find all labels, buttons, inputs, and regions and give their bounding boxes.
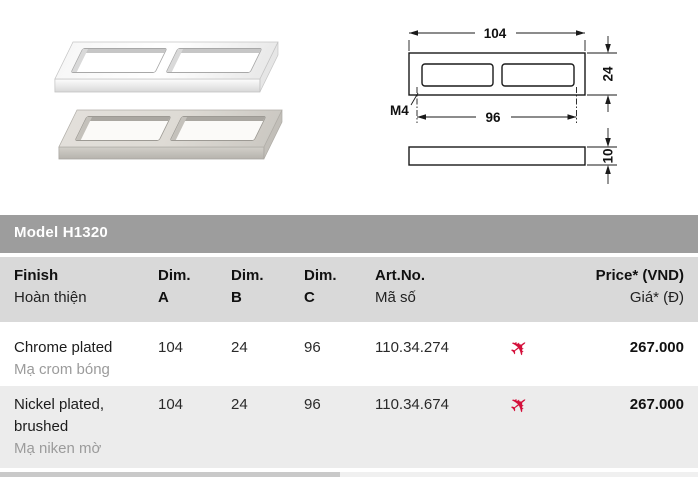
- table-row-chrome: Chrome plated Mạ crom bóng 104 24 96 110…: [0, 330, 698, 381]
- art-no-cell: 110.34.274: [375, 339, 449, 356]
- art-no-cell: 110.34.674: [375, 396, 449, 413]
- table-row-nickel: Nickel plated, brushed Mạ niken mờ 104 2…: [0, 386, 698, 468]
- dim-b-cell: 24: [231, 339, 248, 356]
- right-recess-outline: [501, 63, 575, 87]
- header-artno: Art.No. Mã số: [375, 267, 425, 306]
- next-section-bg-fragment: [340, 472, 698, 477]
- dim-thickness-label: 10: [601, 148, 616, 163]
- technical-drawing: 104 96 M4 24 10: [390, 26, 617, 184]
- model-title: Model H1320: [14, 224, 108, 241]
- header-finish: Finish Hoàn thiện: [14, 267, 87, 306]
- finish-cell: Chrome plated Mạ crom bóng: [14, 339, 113, 378]
- dim-b-cell: 24: [231, 396, 248, 413]
- next-section-bar-fragment: [0, 472, 340, 477]
- header-dim-a: Dim. A: [158, 267, 191, 306]
- thread-label: M4: [390, 103, 409, 118]
- side-view-outline: [408, 146, 586, 166]
- dim-c-cell: 96: [304, 396, 321, 413]
- dim-a-cell: 104: [158, 396, 184, 413]
- product-photo-nickel: [58, 109, 283, 160]
- air-freight-cell: ✈: [490, 333, 550, 381]
- left-recess-outline: [421, 63, 494, 87]
- dim-c-cell: 96: [304, 339, 321, 356]
- header-spacer: [490, 265, 550, 322]
- model-header-bar: Model H1320: [0, 215, 698, 253]
- dim-width-label: 104: [484, 26, 507, 41]
- header-dim-b: Dim. B: [231, 267, 264, 306]
- airplane-icon: ✈: [504, 390, 535, 422]
- table-header: Finish Hoàn thiện Dim. A Dim. B Dim. C A…: [0, 257, 698, 322]
- front-view-outline: [408, 52, 586, 96]
- dim-height-label: 24: [601, 66, 616, 82]
- product-photo-chrome: [54, 41, 279, 93]
- header-price: Price* (VND) Giá* (Đ): [595, 267, 684, 306]
- price-cell: 267.000: [629, 396, 684, 413]
- price-cell: 267.000: [629, 339, 684, 356]
- product-photos: [54, 41, 283, 160]
- finish-cell: Nickel plated, brushed Mạ niken mờ: [14, 396, 105, 457]
- air-freight-cell: ✈: [490, 390, 550, 468]
- header-dim-c: Dim. C: [304, 267, 337, 306]
- dim-a-cell: 104: [158, 339, 184, 356]
- airplane-icon: ✈: [504, 333, 535, 365]
- dim-hole-spacing-label: 96: [485, 110, 501, 125]
